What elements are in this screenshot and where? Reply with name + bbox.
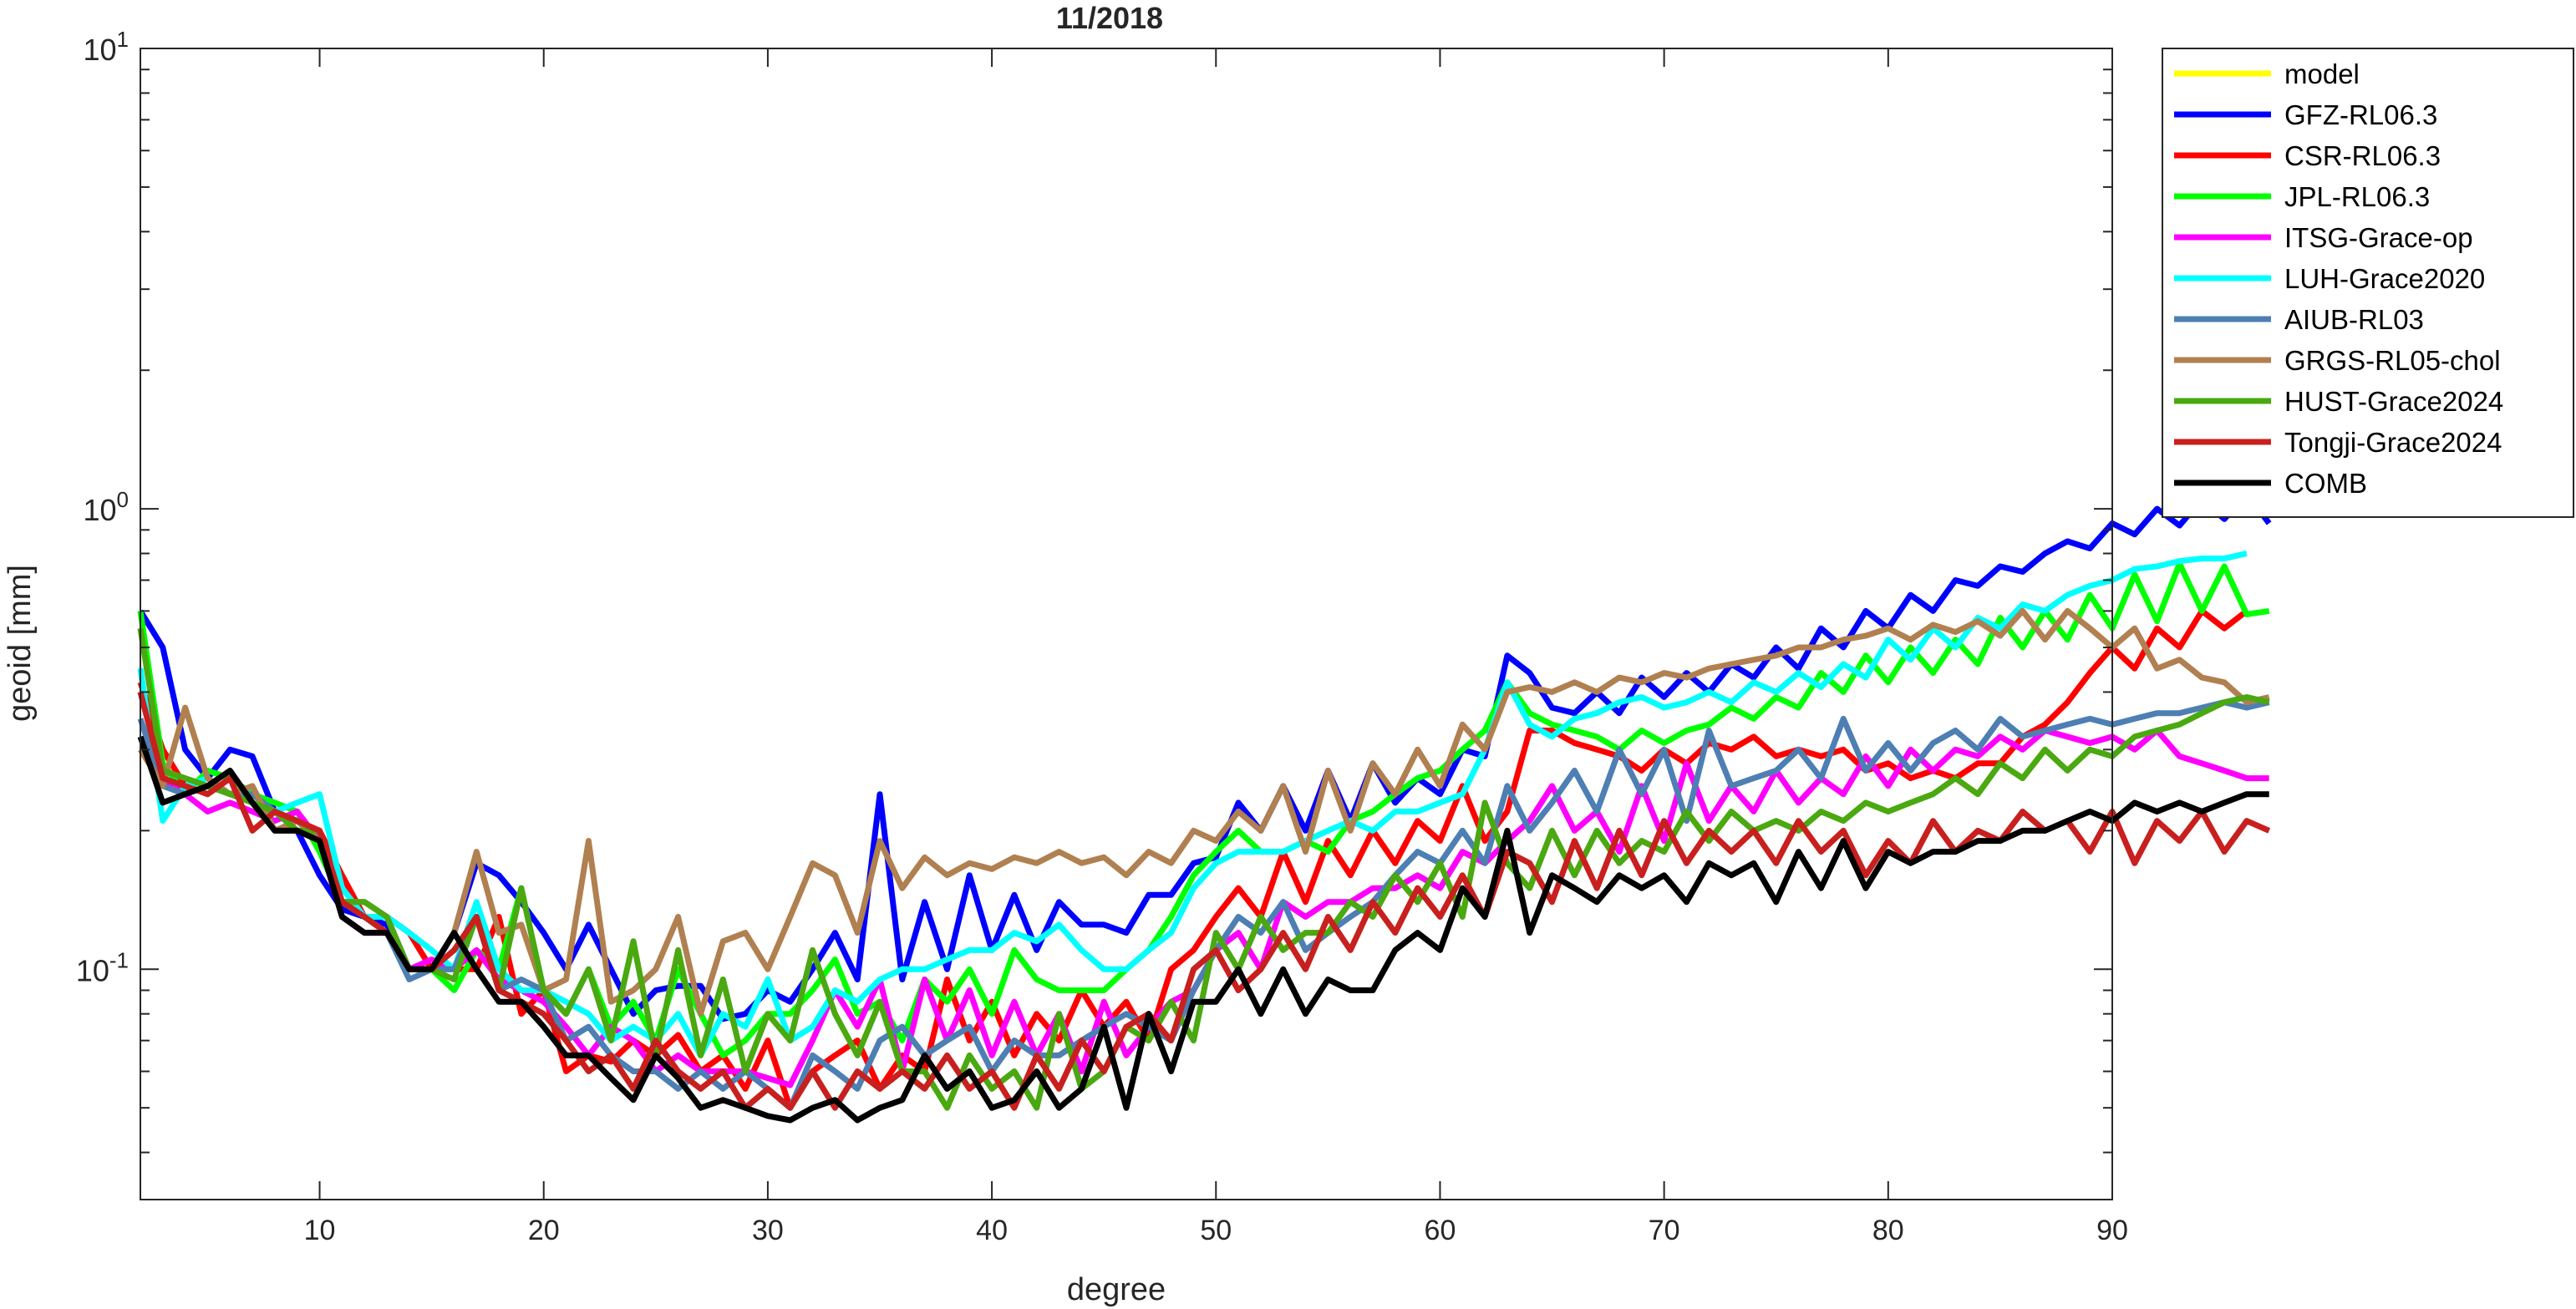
x-tick-label: 70 — [1649, 1215, 1680, 1246]
legend-label-8: HUST-Grace2024 — [2284, 386, 2503, 417]
x-tick-label: 80 — [1872, 1215, 1904, 1246]
plot-frame — [140, 48, 2113, 1200]
x-axis-label: degree — [1067, 1272, 1166, 1307]
tick-layer: 10 20 30 40 50 60 70 80 90 10-1 100 101 — [76, 27, 2128, 1246]
legend-label-6: AIUB-RL03 — [2284, 304, 2424, 335]
legend-label-5: LUH-Grace2020 — [2284, 263, 2485, 294]
x-tick-label: 40 — [976, 1215, 1008, 1246]
legend-label-0: model — [2284, 58, 2360, 89]
legend: model GFZ-RL06.3 CSR-RL06.3 JPL-RL06.3 ITSG-… — [2162, 48, 2574, 518]
series-layer — [137, 490, 2272, 1124]
legend-label-9: Tongji-Grace2024 — [2284, 427, 2502, 458]
series-line-9 — [137, 691, 2271, 1111]
y-axis-label: geoid [mm] — [3, 565, 38, 722]
x-tick-label: 20 — [528, 1215, 560, 1246]
legend-label-2: CSR-RL06.3 — [2284, 140, 2441, 171]
legend-label-1: GFZ-RL06.3 — [2284, 99, 2437, 130]
y-tick-label: 10-1 — [76, 947, 129, 987]
y-tick-label: 101 — [83, 27, 129, 67]
x-tick-label: 50 — [1200, 1215, 1232, 1246]
x-tick-label: 90 — [2096, 1215, 2128, 1246]
series-line-5 — [137, 550, 2248, 1058]
legend-label-4: ITSG-Grace-op — [2284, 222, 2473, 253]
legend-label-10: COMB — [2284, 468, 2367, 499]
x-tick-label: 30 — [752, 1215, 784, 1246]
chart-title: 11/2018 — [1056, 1, 1163, 35]
series-line-7 — [138, 607, 2270, 1017]
y-tick-label: 100 — [83, 487, 129, 527]
legend-label-7: GRGS-RL05-chol — [2284, 345, 2501, 376]
x-tick-label: 10 — [304, 1215, 336, 1246]
series-line-10 — [137, 735, 2269, 1124]
x-tick-label: 60 — [1425, 1215, 1456, 1246]
legend-label-3: JPL-RL06.3 — [2284, 181, 2430, 212]
